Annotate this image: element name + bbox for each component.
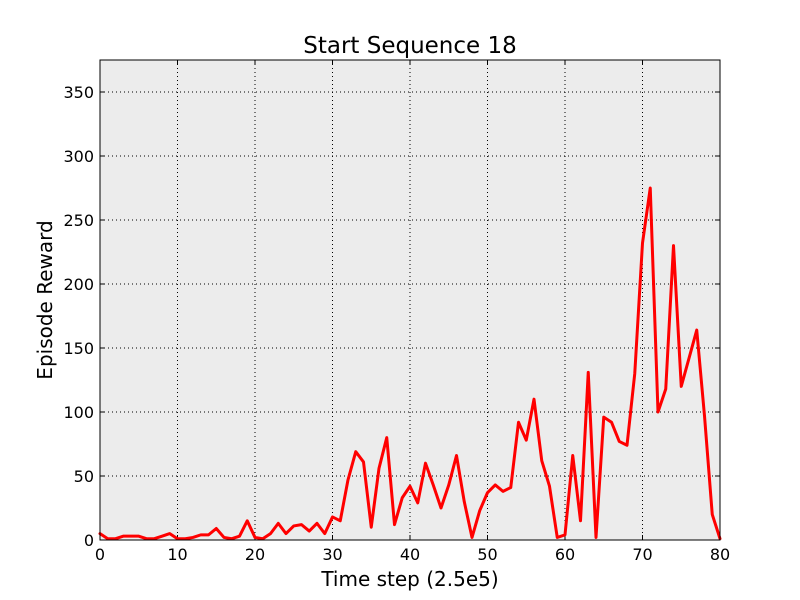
x-tick-label: 20 <box>245 545 265 564</box>
y-tick-label: 0 <box>84 531 94 550</box>
x-tick-label: 50 <box>477 545 497 564</box>
x-tick-label: 70 <box>632 545 652 564</box>
series-group <box>98 186 722 541</box>
grid-lines <box>100 60 720 540</box>
tick-labels: 0 10 20 30 40 50 60 70 80 0 50 100 150 200 250 300 350 <box>63 83 730 564</box>
y-tick-label: 100 <box>63 403 94 422</box>
x-tick-label: 80 <box>710 545 730 564</box>
chart-title: Start Sequence 18 <box>303 33 517 59</box>
y-tick-label: 50 <box>74 467 94 486</box>
y-tick-label: 200 <box>63 275 94 294</box>
x-tick-label: 60 <box>555 545 575 564</box>
plot-frame <box>99 59 721 541</box>
y-tick-label: 150 <box>63 339 94 358</box>
x-axis-title: Time step (2.5e5) <box>320 567 498 591</box>
x-tick-label: 40 <box>400 545 420 564</box>
y-tick-label: 350 <box>63 83 94 102</box>
x-tick-label: 10 <box>167 545 187 564</box>
y-tick-label: 300 <box>63 147 94 166</box>
x-tick-label: 0 <box>95 545 105 564</box>
y-tick-label: 250 <box>63 211 94 230</box>
series-line <box>98 186 722 541</box>
x-tick-label: 30 <box>322 545 342 564</box>
y-axis-title: Episode Reward <box>33 220 57 379</box>
